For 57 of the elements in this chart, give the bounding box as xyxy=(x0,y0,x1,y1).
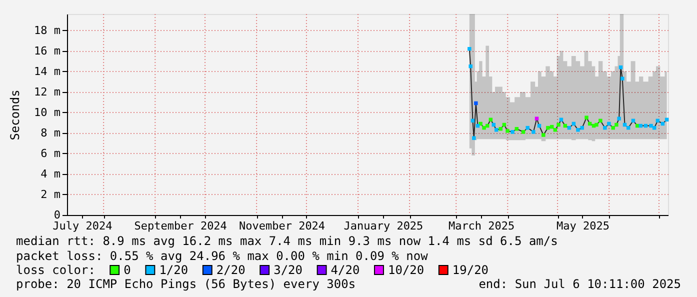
y-tick-label: 10 m xyxy=(34,106,61,119)
y-tick-label: 8 m xyxy=(40,126,61,140)
y-tick-label: 18 m xyxy=(34,24,61,37)
point xyxy=(584,116,588,120)
y-tick-label: 14 m xyxy=(34,64,61,78)
point xyxy=(472,136,476,140)
point xyxy=(614,122,618,127)
text: packet loss: 0.55 % avg 24.96 % max 0.00 % min 0.09 % now xyxy=(16,249,429,263)
point xyxy=(617,116,621,120)
legend-label: 19/20 xyxy=(452,263,489,277)
legend-title: loss color: xyxy=(16,263,96,277)
point xyxy=(594,122,598,127)
legend-label: 3/20 xyxy=(274,263,303,277)
point xyxy=(553,128,558,132)
x-tick-label: January 2025 xyxy=(344,220,424,232)
x-tick-label: November 2024 xyxy=(238,220,326,232)
point xyxy=(532,130,536,134)
text: probe: 20 ICMP Echo Pings (56 Bytes) every 300s xyxy=(16,277,356,291)
y-tick-label: 4 m xyxy=(40,167,61,180)
point xyxy=(521,130,526,134)
text: median rtt: 8.9 ms avg 16.2 ms max 7.4 ms min 9.3 ms now 1.4 ms sd 6.5 am/s xyxy=(16,234,558,248)
line-series xyxy=(468,48,668,139)
x-tick-label: September 2024 xyxy=(134,220,228,232)
point xyxy=(603,126,607,130)
text: end: Sun Jul 6 10:11:00 2025 xyxy=(478,277,681,291)
x-tick-label: July 2024 xyxy=(52,220,113,232)
x-tick-label: May 2025 xyxy=(556,220,610,232)
point xyxy=(468,46,472,51)
point xyxy=(482,126,486,130)
x-tick-label: March 2025 xyxy=(448,220,515,232)
point xyxy=(611,126,615,130)
point xyxy=(607,122,611,126)
point xyxy=(510,130,514,134)
y-tick-label: 0 xyxy=(54,208,60,222)
point xyxy=(506,129,510,133)
legend-label: 0 xyxy=(124,263,131,277)
point xyxy=(556,122,560,127)
point xyxy=(534,116,539,120)
point xyxy=(468,64,472,68)
legend-label: 1/20 xyxy=(159,263,188,277)
point xyxy=(576,128,580,132)
legend-label: 4/20 xyxy=(330,263,360,277)
y-axis-title: Seconds xyxy=(8,90,22,140)
point xyxy=(620,76,624,80)
point xyxy=(494,128,498,132)
point xyxy=(598,118,602,123)
legend-label: 2/20 xyxy=(216,263,246,277)
point xyxy=(649,124,653,128)
point xyxy=(526,126,530,130)
point xyxy=(542,133,546,137)
y-tick-label: 2 m xyxy=(40,188,61,201)
legend-label: 10/20 xyxy=(388,263,424,277)
point xyxy=(546,126,550,130)
point xyxy=(474,101,478,106)
y-tick-label: 12 m xyxy=(34,85,61,98)
y-tick-label: 6 m xyxy=(40,146,61,160)
y-tick-label: 16 m xyxy=(34,44,61,58)
